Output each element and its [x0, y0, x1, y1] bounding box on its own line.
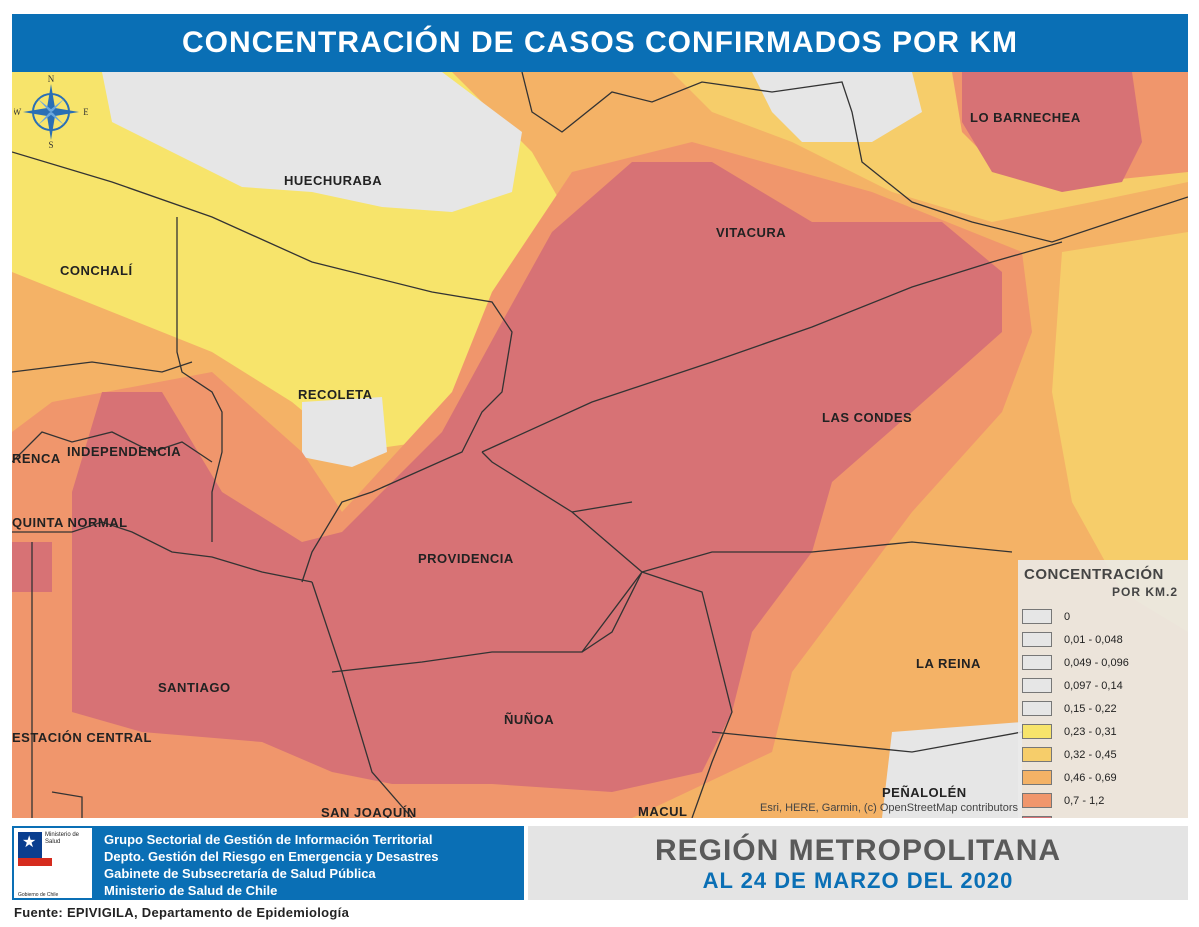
zone-gray-southeast	[882, 722, 1022, 818]
legend-swatch	[1022, 816, 1052, 818]
footer-line-3: Gabinete de Subsecretaría de Salud Públi…	[104, 866, 376, 881]
legend-label: 1,3 - 6,1	[1064, 818, 1104, 819]
label-vitacura: VITACURA	[716, 225, 787, 240]
footer-line-1: Grupo Sectorial de Gestión de Informació…	[104, 832, 433, 847]
legend-subtitle: POR KM.2	[1111, 585, 1178, 599]
flag-blue-icon	[18, 832, 42, 858]
logo-text: Ministerio de Salud	[45, 832, 80, 845]
compass-w: W	[14, 107, 22, 117]
logo-subtext: Gobierno de Chile	[18, 892, 59, 898]
legend-label: 0,01 - 0,048	[1064, 633, 1123, 646]
footer-line-2: Depto. Gestión del Riesgo en Emergencia …	[104, 849, 439, 864]
map-title: CONCENTRACIÓN DE CASOS CONFIRMADOS POR K…	[12, 14, 1188, 72]
report-date: AL 24 DE MARZO DEL 2020	[702, 868, 1014, 893]
compass-e: E	[83, 107, 88, 117]
legend-item: 0,01 - 0,048	[1022, 628, 1188, 651]
label-san-joaquin: SAN JOAQUÍN	[321, 805, 417, 818]
label-lo-barnechea: LO BARNECHEA	[970, 110, 1081, 125]
footer-region: REGIÓN METROPOLITANA AL 24 DE MARZO DEL …	[528, 826, 1188, 900]
label-estacion-central: ESTACIÓN CENTRAL	[12, 730, 152, 745]
legend-swatch	[1022, 770, 1052, 785]
legend-label: 0	[1064, 610, 1071, 623]
heatmap-layer	[12, 72, 1188, 818]
legend-item: 1,3 - 6,1	[1022, 812, 1188, 818]
ministry-logo: ★ Ministerio de Salud Gobierno de Chile	[12, 826, 94, 900]
legend-swatch	[1022, 793, 1052, 808]
legend-swatch	[1022, 724, 1052, 739]
legend-label: 0,7 - 1,2	[1064, 794, 1105, 807]
label-huechuraba: HUECHURABA	[284, 173, 383, 188]
footer-institution: ★ Ministerio de Salud Gobierno de Chile …	[12, 826, 524, 900]
legend-swatch	[1022, 609, 1052, 624]
legend-swatch	[1022, 655, 1052, 670]
compass-rose-icon: N S W E	[14, 74, 88, 148]
legend-item: 0,7 - 1,2	[1022, 789, 1188, 812]
legend-swatch	[1022, 747, 1052, 762]
legend-label: 0,23 - 0,31	[1064, 725, 1117, 738]
legend-swatch	[1022, 701, 1052, 716]
legend-swatch	[1022, 632, 1052, 647]
label-providencia: PROVIDENCIA	[418, 551, 514, 566]
zone-light-orange-east	[1052, 232, 1188, 632]
legend-swatch	[1022, 678, 1052, 693]
zone-gray-north	[102, 72, 522, 212]
legend-title: CONCENTRACIÓN	[1024, 566, 1164, 583]
legend-label: 0,46 - 0,69	[1064, 771, 1117, 784]
label-la-reina: LA REINA	[916, 656, 981, 671]
legend-label: 0,15 - 0,22	[1064, 702, 1117, 715]
map-attribution: Esri, HERE, Garmin, (c) OpenStreetMap co…	[760, 802, 1018, 814]
footer-line-4: Ministerio de Salud de Chile	[104, 883, 278, 898]
map-canvas[interactable]: N S W E LO BARNECHEA HUECHURABA VITACURA…	[12, 72, 1188, 818]
star-icon: ★	[22, 834, 37, 851]
legend-item: 0,46 - 0,69	[1022, 766, 1188, 789]
label-macul: MACUL	[638, 804, 688, 818]
label-renca: RENCA	[12, 451, 61, 466]
zone-gray-northeast	[752, 72, 922, 142]
legend-item: 0	[1022, 605, 1188, 628]
legend-item: 0,049 - 0,096	[1022, 651, 1188, 674]
label-quinta-normal: QUINTA NORMAL	[12, 515, 128, 530]
label-recoleta: RECOLETA	[298, 387, 373, 402]
legend-label: 0,097 - 0,14	[1064, 679, 1123, 692]
label-nunoa: ÑUÑOA	[504, 712, 555, 727]
footer-text-block: Grupo Sectorial de Gestión de Informació…	[94, 826, 439, 900]
label-independencia: INDEPENDENCIA	[67, 444, 182, 459]
region-name: REGIÓN METROPOLITANA	[654, 834, 1062, 867]
legend-label: 0,32 - 0,45	[1064, 748, 1117, 761]
legend-item: 0,32 - 0,45	[1022, 743, 1188, 766]
legend-item: 0,097 - 0,14	[1022, 674, 1188, 697]
compass-s: S	[48, 140, 53, 148]
municipal-boundaries	[12, 72, 1188, 818]
zone-gray-recoleta	[302, 397, 387, 467]
label-santiago: SANTIAGO	[158, 680, 231, 695]
legend-item: 0,23 - 0,31	[1022, 720, 1188, 743]
label-conchali: CONCHALÍ	[60, 263, 133, 278]
source-note: Fuente: EPIVIGILA, Departamento de Epide…	[14, 905, 350, 920]
legend-label: 0,049 - 0,096	[1064, 656, 1129, 669]
flag-red-icon	[18, 858, 52, 866]
zone-red-core	[72, 162, 1002, 792]
label-penalolen: PEÑALOLÉN	[882, 785, 967, 800]
legend-panel: CONCENTRACIÓN POR KM.2 0 0,01 - 0,048 0,04…	[1018, 560, 1188, 818]
legend-item: 0,15 - 0,22	[1022, 697, 1188, 720]
legend-items: 0 0,01 - 0,048 0,049 - 0,096 0,097 - 0,14 0,…	[1018, 605, 1188, 818]
zone-red-barnechea	[962, 72, 1142, 192]
label-las-condes: LAS CONDES	[822, 410, 913, 425]
compass-n: N	[48, 74, 55, 84]
